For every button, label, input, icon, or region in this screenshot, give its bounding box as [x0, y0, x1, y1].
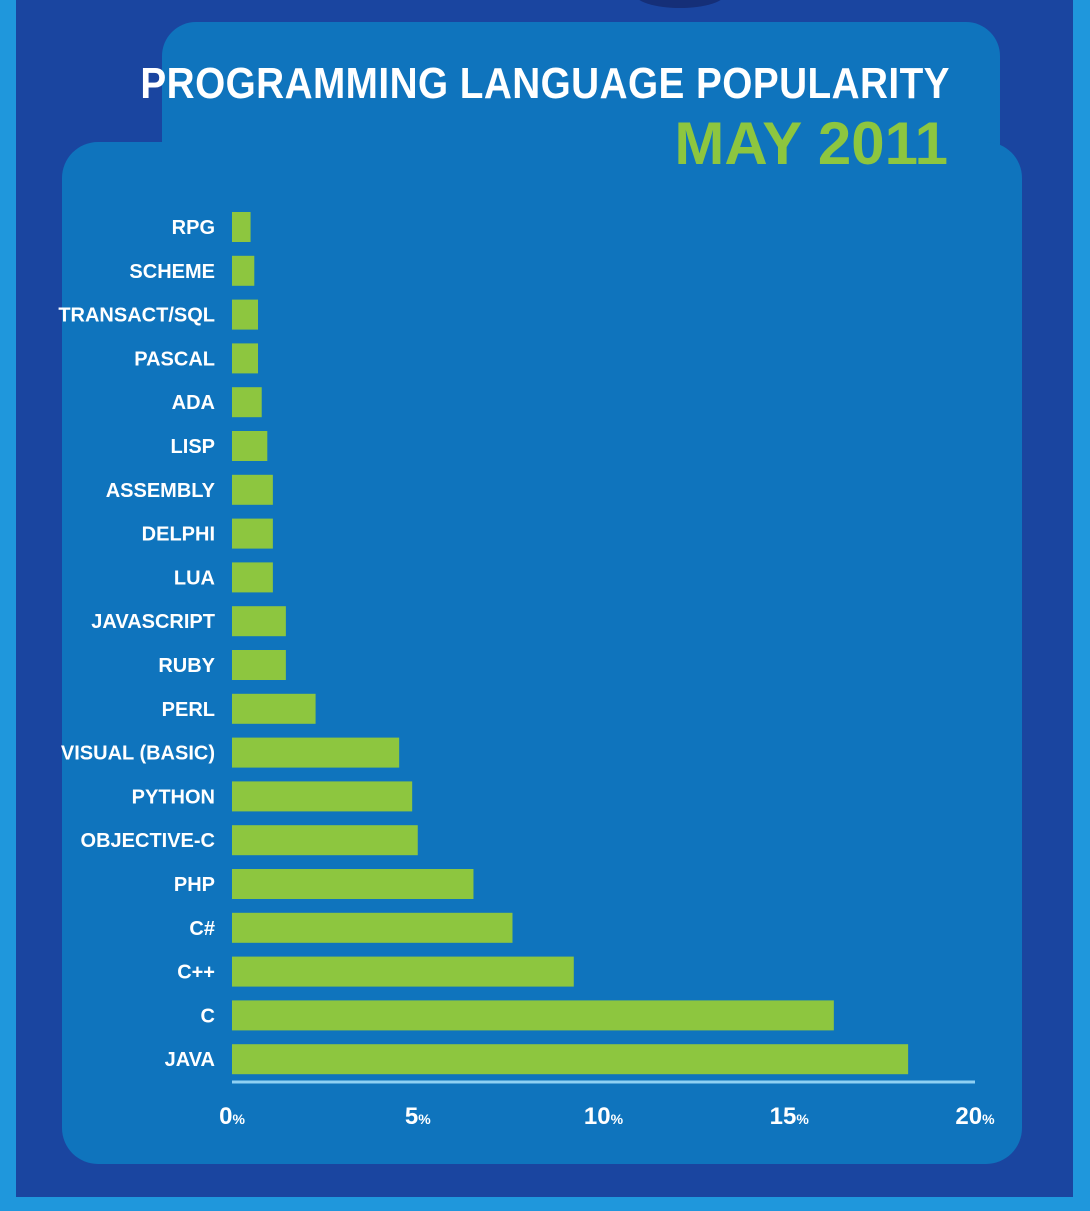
category-label-perl: PERL [162, 699, 215, 721]
bar-php [232, 869, 474, 899]
category-label-objective-c: OBJECTIVE-C [81, 830, 215, 852]
x-tick-label-20: 20% [955, 1103, 995, 1130]
x-tick-label-5: 5% [405, 1103, 431, 1130]
category-label-lisp: LISP [171, 436, 215, 458]
category-label-rpg: RPG [172, 217, 215, 239]
bar-ada [232, 387, 262, 418]
bar-scheme [232, 255, 255, 286]
category-label-cplusplus: C++ [177, 962, 215, 984]
bar-pascal [232, 343, 259, 374]
category-label-transact-sql: TRANSACT/SQL [58, 305, 215, 327]
bar-transact-sql [232, 299, 259, 330]
bar-perl [232, 693, 316, 724]
bar-ruby [232, 650, 286, 680]
chart-subtitle: MAY 2011 [674, 110, 948, 177]
bar-csharp [232, 912, 513, 943]
category-label-c: C [201, 1005, 215, 1027]
chart-panel [62, 142, 1022, 1164]
bar-lisp [232, 431, 268, 461]
category-label-visual-basic: VISUAL (BASIC) [61, 743, 215, 765]
bar-objective-c [232, 825, 418, 856]
category-label-scheme: SCHEME [129, 261, 215, 283]
category-label-python: PYTHON [132, 786, 215, 808]
category-label-ruby: RUBY [158, 655, 215, 677]
bar-delphi [232, 518, 273, 549]
bar-lua [232, 562, 273, 593]
bar-cplusplus [232, 956, 574, 987]
bar-python [232, 781, 413, 812]
category-label-java: JAVA [165, 1049, 215, 1071]
category-label-php: PHP [174, 874, 215, 896]
x-tick-label-15: 15% [770, 1103, 810, 1130]
category-label-csharp: C# [189, 918, 215, 940]
category-label-javascript: JAVASCRIPT [91, 611, 215, 633]
x-tick-label-0: 0% [219, 1103, 245, 1130]
bar-java [232, 1044, 909, 1075]
bar-visual-basic [232, 737, 400, 768]
chart-title: PROGRAMMING LANGUAGE POPULARITY [140, 59, 950, 108]
category-label-pascal: PASCAL [134, 348, 215, 370]
bar-rpg [232, 212, 251, 242]
category-label-delphi: DELPHI [142, 524, 215, 546]
top-ornament [634, 0, 726, 8]
category-label-assembly: ASSEMBLY [106, 480, 216, 502]
bar-javascript [232, 606, 286, 637]
bar-assembly [232, 474, 273, 505]
category-label-ada: ADA [172, 392, 215, 414]
x-tick-label-10: 10% [584, 1103, 624, 1130]
bar-c [232, 1000, 834, 1031]
category-label-lua: LUA [174, 567, 215, 589]
